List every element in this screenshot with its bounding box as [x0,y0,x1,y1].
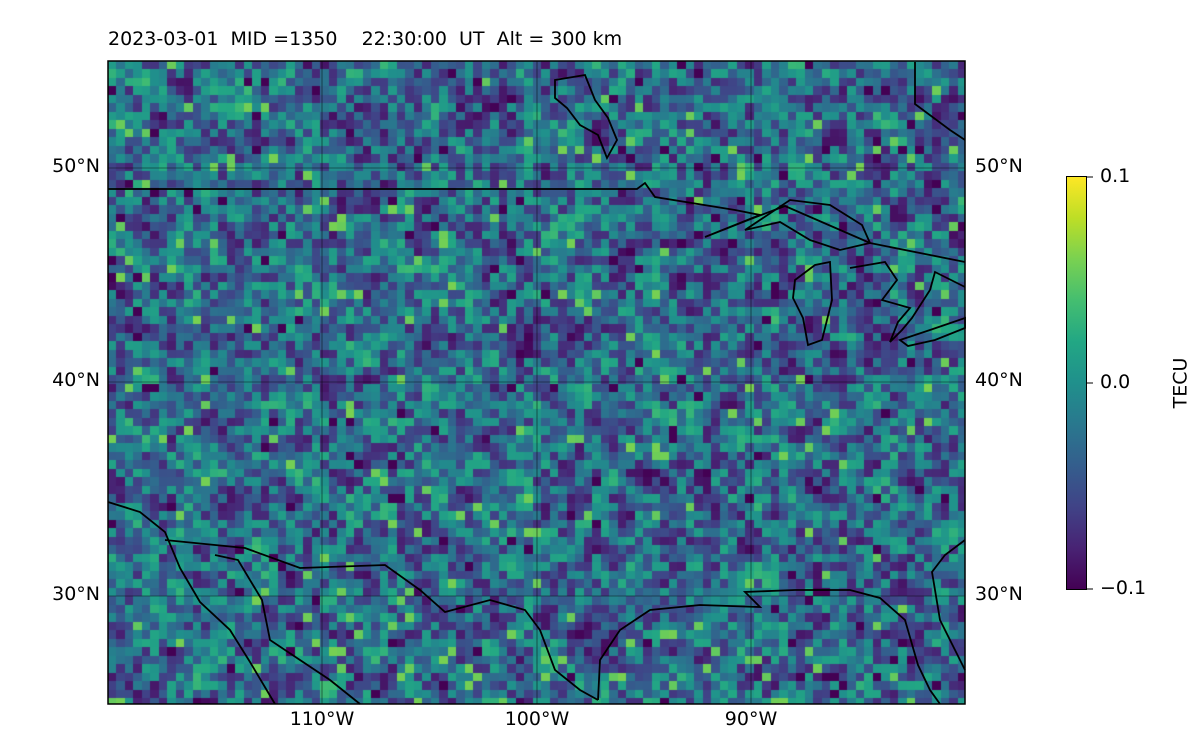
colorbar-tick-max: 0.1 [1100,165,1131,187]
lat-label-left-40: 40°N [52,369,100,391]
plot-title: 2023-03-01 MID =1350 22:30:00 UT Alt = 3… [108,28,623,50]
colorbar-tick-zero: 0.0 [1100,371,1131,393]
colorbar-tick-min: −0.1 [1100,577,1147,599]
lat-label-right-40: 40°N [975,369,1023,391]
colorbar [1066,176,1087,590]
lat-label-right-30: 30°N [975,583,1023,605]
lat-label-right-50: 50°N [975,155,1023,177]
tec-map-heatmap [108,61,965,704]
colorbar-label: TECU [1169,357,1192,409]
colorbar-ticks [1087,176,1093,590]
lat-label-left-30: 30°N [52,583,100,605]
lon-label-90w: 90°W [724,708,778,730]
lon-label-100w: 100°W [504,708,570,730]
lon-label-110w: 110°W [289,708,355,730]
lat-label-left-50: 50°N [52,155,100,177]
